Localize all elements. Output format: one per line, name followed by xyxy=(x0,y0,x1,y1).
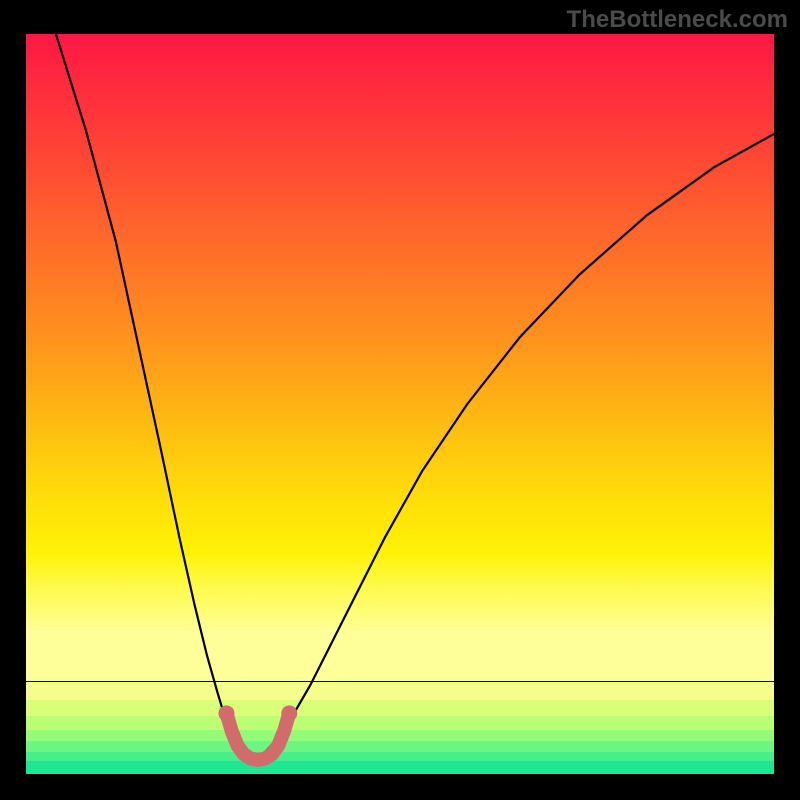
v-curve xyxy=(56,34,774,759)
plot-area xyxy=(26,34,774,774)
curve-layer xyxy=(26,34,774,774)
watermark-text: TheBottleneck.com xyxy=(567,6,788,34)
stage: TheBottleneck.com xyxy=(0,0,800,800)
highlight-u-path xyxy=(226,713,289,760)
